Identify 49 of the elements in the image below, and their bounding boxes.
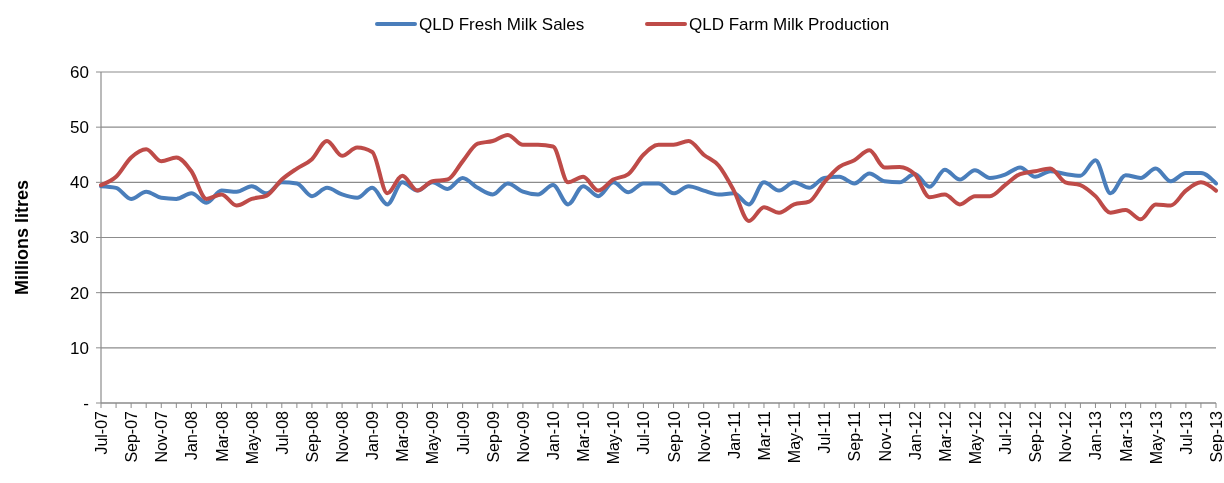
x-tick-label: Jan-13	[1087, 410, 1105, 460]
legend-label: QLD Farm Milk Production	[689, 14, 890, 34]
x-tick-label: Jan-12	[906, 410, 924, 460]
x-tick-label: Jul-08	[273, 410, 291, 455]
x-tick-label: Jan-09	[364, 410, 382, 460]
x-tick-label: May-10	[605, 410, 623, 465]
x-tick-label: Nov-09	[514, 410, 532, 463]
y-tick-label: 40	[70, 173, 89, 193]
x-tick-label: Jul-11	[816, 410, 834, 454]
y-tick-label: 50	[70, 118, 89, 138]
x-tick-label: Mar-12	[936, 410, 954, 462]
x-tick-label: Sep-11	[846, 410, 864, 462]
x-tick-label: Sep-07	[123, 410, 141, 463]
x-tick-label: May-12	[966, 410, 984, 465]
y-tick-label: -	[83, 393, 89, 413]
line-series	[99, 132, 1218, 223]
x-tick-label: May-08	[243, 410, 261, 465]
x-tick-label: Mar-11	[755, 410, 773, 461]
x-tick-label: Mar-10	[575, 410, 593, 462]
x-tick-label: Sep-12	[1027, 410, 1045, 463]
line-series	[99, 158, 1218, 207]
x-tick-label: May-09	[424, 410, 442, 465]
x-tick-label: Jan-11	[725, 410, 743, 459]
x-tick-label: Jan-10	[545, 410, 563, 460]
x-tick-label: Jul-09	[454, 410, 472, 455]
x-tick-label: Jul-07	[93, 410, 110, 455]
x-tick-label: Mar-09	[394, 410, 412, 462]
x-tick-label: Mar-13	[1117, 410, 1135, 462]
x-tick-label: Jul-12	[997, 410, 1015, 455]
x-tick-label: Jul-10	[635, 410, 653, 455]
x-tick-label: Nov-08	[334, 410, 352, 463]
x-tick-label: May-11	[786, 410, 804, 464]
x-tick-label: Jan-08	[183, 410, 201, 460]
y-tick-label: 60	[70, 62, 89, 82]
y-tick-label: 30	[70, 228, 89, 248]
y-axis-title: Millions litres	[12, 179, 32, 296]
x-tick-label: Nov-12	[1057, 410, 1075, 463]
x-tick-label: Mar-08	[213, 410, 231, 462]
x-tick-label: Jul-13	[1177, 410, 1195, 455]
x-tick-label: Sep-08	[303, 410, 321, 463]
y-tick-label: 20	[70, 283, 89, 303]
x-tick-label: Sep-09	[484, 410, 502, 463]
x-tick-label: Nov-07	[153, 410, 171, 463]
x-tick-label: Nov-11	[876, 410, 894, 462]
x-tick-label: Nov-10	[695, 410, 713, 463]
x-tick-label: Sep-10	[665, 410, 683, 463]
y-tick-label: 10	[70, 338, 89, 358]
x-tick-label: May-13	[1147, 410, 1165, 465]
legend-label: QLD Fresh Milk Sales	[419, 14, 585, 34]
